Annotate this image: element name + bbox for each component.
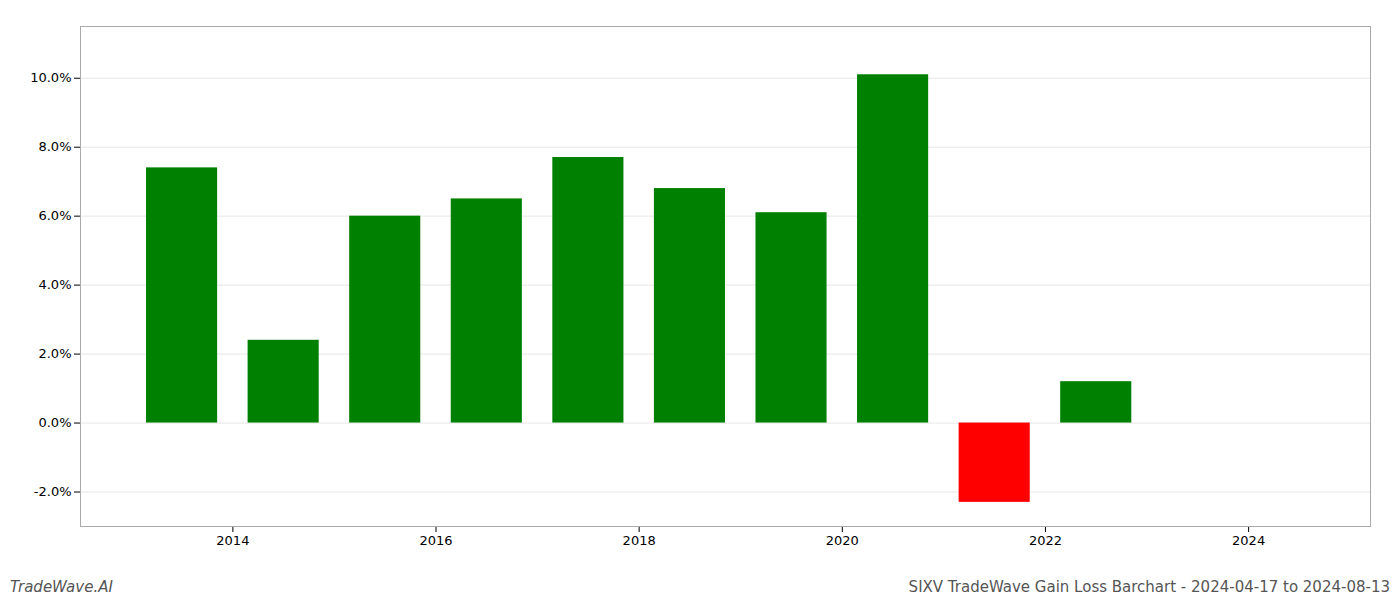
svg-text:4.0%: 4.0% (38, 277, 71, 292)
html-text:SIXV TradeWave Gain Loss Barch: SIXV TradeWave Gain Loss Barchart - 2024… (908, 578, 1390, 596)
svg-text:2014: 2014 (216, 533, 249, 548)
svg-text:2016: 2016 (419, 533, 452, 548)
svg-text:2024: 2024 (1232, 533, 1265, 548)
svg-text:8.0%: 8.0% (38, 139, 71, 154)
svg-text:2020: 2020 (826, 533, 859, 548)
svg-text:2022: 2022 (1029, 533, 1062, 548)
svg-text:6.0%: 6.0% (38, 208, 71, 223)
svg-text:2018: 2018 (623, 533, 656, 548)
svg-text:2.0%: 2.0% (38, 346, 71, 361)
svg-text:10.0%: 10.0% (30, 70, 71, 85)
svg-text:-2.0%: -2.0% (34, 484, 72, 499)
html-text:TradeWave.AI: TradeWave.AI (10, 578, 113, 596)
svg-text:0.0%: 0.0% (38, 415, 71, 430)
